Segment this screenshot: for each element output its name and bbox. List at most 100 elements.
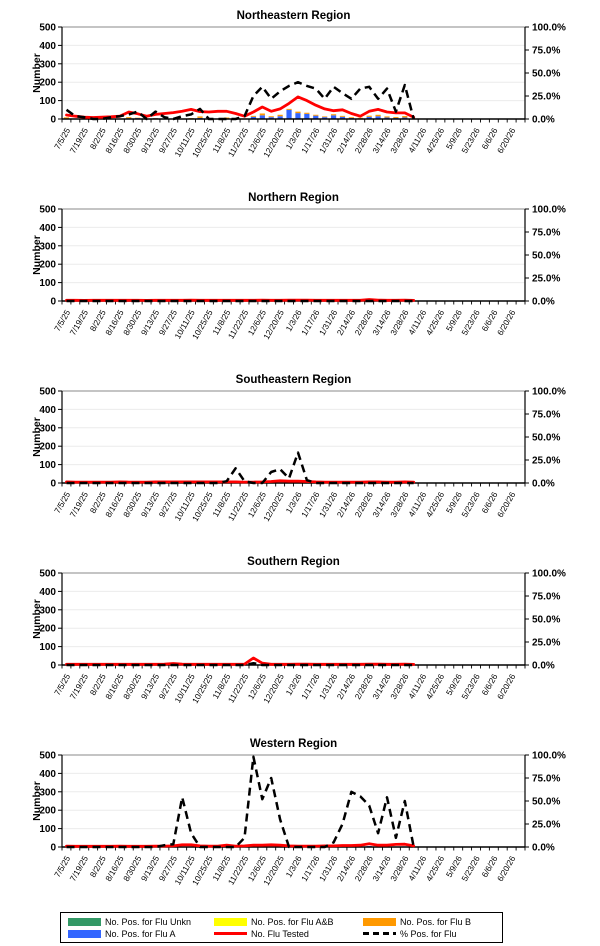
right-axis-tick-label: 75.0% [532,46,560,57]
flu-b-bar [197,116,203,118]
right-axis-tick-label: 75.0% [532,592,560,603]
flu-a-bar [259,115,265,119]
left-axis-tick-label: 0 [50,479,56,490]
chart-title: Southern Region [247,556,340,568]
legend-item-pct-pos: % Pos. for Flu [363,928,503,939]
right-axis-tick-label: 25.0% [532,274,560,285]
flu-a-bar [384,117,390,119]
legend-label: No. Flu Tested [251,928,309,939]
region-charts-container: 0 100 200 300 400 500 0.0% 25.0% 50.0% 75.0% 100.0… [0,0,600,910]
region-chart-svg: 0 100 200 300 400 500 0.0% 25.0% 50.0% 75.0% 100.0… [31,556,566,705]
left-axis-tick-label: 200 [39,624,56,635]
flu-a-bar [304,113,310,119]
x-axis-tick-label: 7/19/25 [67,490,90,519]
flu-a-bar [322,117,328,119]
x-axis-tick-label: 6/20/26 [495,490,518,519]
flu-b-bar [384,116,390,118]
x-axis-tick-label: 5/23/26 [459,308,482,337]
x-axis-tick-label: 5/23/26 [459,490,482,519]
flu-b-bar [330,114,337,116]
x-axis-tick-label: 5/23/26 [459,854,482,883]
flu-a-bar [402,117,408,119]
flu-a-bar [277,116,283,119]
left-axis-tick-label: 500 [39,205,56,216]
left-axis-tick-label: 300 [39,787,56,798]
x-axis-tick-label: 5/23/26 [459,672,482,701]
x-axis-tick-label: 6/20/26 [495,672,518,701]
region-chart-svg: 0 100 200 300 400 500 0.0% 25.0% 50.0% 75.0% 100.0… [31,738,566,887]
flu-b-bar [63,117,70,119]
region-chart-5: 0 100 200 300 400 500 0.0% 25.0% 50.0% 75.0% 100.0… [0,728,600,910]
x-axis-tick-label: 5/23/26 [459,126,482,155]
flu-b-bar [277,114,283,117]
flu-b-bar [322,116,328,118]
left-axis-tick-label: 400 [39,769,56,780]
right-axis-tick-label: 25.0% [532,92,560,103]
flu-b-bar [259,113,265,116]
right-axis-tick-label: 75.0% [532,774,560,785]
y-axis-title: Number [31,781,43,821]
region-chart-2: 0 100 200 300 400 500 0.0% 25.0% 50.0% 75.0% 100.0… [0,182,600,364]
flu-a-bar [313,115,319,119]
left-axis-tick-label: 200 [39,260,56,271]
legend-label: % Pos. for Flu [400,928,457,939]
flu-a-bar [295,113,301,119]
legend-item-flu-a: No. Pos. for Flu A [68,928,214,939]
left-axis-tick-label: 400 [39,41,56,52]
left-axis-tick-label: 0 [50,297,56,308]
x-axis-tick-label: 7/19/25 [67,126,90,155]
left-axis-tick-label: 500 [39,387,56,398]
flu-b-bar [286,108,292,110]
legend-label: No. Pos. for Flu B [400,916,472,927]
flu-b-bar [366,115,372,117]
flu-a-bar [286,109,292,119]
flu-tested-line-swatch [214,932,247,935]
right-axis-tick-label: 25.0% [532,820,560,831]
right-axis-tick-label: 25.0% [532,638,560,649]
chart-title: Western Region [250,738,337,750]
flu-b-bar [339,115,346,117]
right-axis-tick-label: 25.0% [532,456,560,467]
left-axis-tick-label: 500 [39,569,56,580]
right-axis-tick-label: 100.0% [532,751,566,762]
flu-b-bar [126,117,132,119]
right-axis-tick-label: 0.0% [532,115,555,126]
chart-title: Northern Region [248,192,339,204]
flu-b-bar [357,117,363,119]
x-axis-tick-label: 4/25/26 [424,308,447,337]
x-axis-tick-label: 7/19/25 [67,672,90,701]
left-axis-tick-label: 0 [50,661,56,672]
flu-b-swatch [363,917,396,926]
x-axis-tick-label: 7/19/25 [67,308,90,337]
pct-pos-dashed-swatch [363,932,396,935]
legend-item-flu-ab: No. Pos. for Flu A&B [214,916,363,927]
x-axis-tick-label: 6/20/26 [495,126,518,155]
right-axis-tick-label: 50.0% [532,615,560,626]
right-axis-tick-label: 100.0% [532,23,566,34]
flu-a-bar [366,116,372,119]
legend-label: No. Pos. for Flu A&B [251,916,334,927]
left-axis-tick-label: 200 [39,78,56,89]
x-axis-tick-label: 4/25/26 [424,126,447,155]
x-axis-tick-label: 4/25/26 [424,672,447,701]
y-axis-title: Number [31,417,43,457]
right-axis-tick-label: 0.0% [532,843,555,854]
right-axis-tick-label: 100.0% [532,569,566,580]
right-axis-tick-label: 100.0% [532,205,566,216]
flu-b-bar [393,116,399,118]
flu-b-bar [268,116,274,118]
pct-pos-line [66,661,414,667]
right-axis-tick-label: 0.0% [532,661,555,672]
region-chart-1: 0 100 200 300 400 500 0.0% 25.0% 50.0% 75.0% 100.0… [0,0,600,182]
region-chart-svg: 0 100 200 300 400 500 0.0% 25.0% 50.0% 75.0% 100.0… [31,374,566,523]
flu-b-bar [250,115,257,117]
right-axis-tick-label: 50.0% [532,797,560,808]
legend-item-flu-unkn: No. Pos. for Flu Unkn [68,916,214,927]
region-chart-svg: 0 100 200 300 400 500 0.0% 25.0% 50.0% 75.0% 100.0… [31,10,566,159]
pct-pos-line [66,755,415,849]
right-axis-tick-label: 50.0% [532,69,560,80]
chart-title: Southeastern Region [236,374,352,386]
left-axis-tick-label: 200 [39,806,56,817]
left-axis-tick-label: 200 [39,442,56,453]
